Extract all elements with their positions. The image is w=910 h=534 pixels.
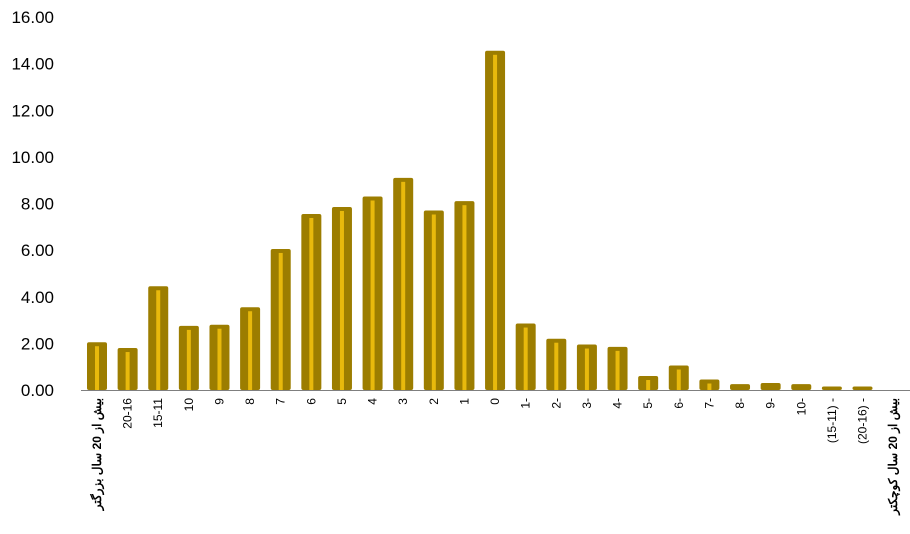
x-tick-label: بیش از 20 سال کوچکتر bbox=[886, 398, 901, 516]
bars bbox=[87, 50, 873, 390]
bar-inner bbox=[523, 327, 528, 390]
x-tick-label: 2- bbox=[549, 398, 563, 409]
y-tick-label: 14.00 bbox=[11, 55, 54, 74]
x-tick-label: 5- bbox=[641, 398, 655, 409]
bar bbox=[301, 213, 322, 390]
bar-inner bbox=[584, 348, 589, 390]
bar bbox=[148, 286, 169, 390]
bar bbox=[485, 50, 506, 390]
bar-inner bbox=[646, 380, 651, 390]
bar bbox=[607, 346, 628, 390]
bar-inner bbox=[401, 181, 406, 390]
bar-inner bbox=[707, 383, 712, 390]
x-tick-label: 9- bbox=[764, 398, 778, 409]
bar-outer bbox=[821, 386, 842, 390]
bar-inner bbox=[615, 350, 620, 390]
bar bbox=[117, 348, 138, 390]
bar-inner bbox=[431, 214, 436, 390]
bar bbox=[852, 386, 873, 390]
bar-outer bbox=[791, 384, 812, 390]
x-tick-label: 10 bbox=[182, 398, 196, 412]
bar-inner bbox=[156, 290, 161, 390]
x-tick-label: 9 bbox=[212, 398, 226, 405]
bar-inner bbox=[462, 205, 467, 390]
x-tick-label: 8- bbox=[733, 398, 747, 409]
x-tick-label: 4 bbox=[366, 398, 380, 405]
x-tick-label: 15-11 bbox=[151, 398, 165, 428]
bar-inner bbox=[554, 342, 559, 390]
bar bbox=[87, 342, 107, 390]
bar-inner bbox=[186, 329, 191, 390]
x-tick-label: 3 bbox=[396, 398, 410, 405]
bar-inner bbox=[278, 252, 283, 390]
bar bbox=[515, 323, 536, 390]
bar bbox=[668, 365, 689, 390]
x-tick-label: 20-16 bbox=[121, 398, 135, 429]
x-tick-label: 8 bbox=[243, 398, 257, 405]
x-tick-label: 7 bbox=[274, 398, 288, 405]
bar bbox=[821, 386, 842, 390]
y-axis-ticks: 0.00 2.00 4.00 6.00 8.00 10.00 12.00 14.00 16.00 bbox=[11, 8, 54, 400]
bar bbox=[362, 196, 383, 390]
y-tick-label: 6.00 bbox=[21, 241, 54, 260]
y-tick-label: 10.00 bbox=[11, 148, 54, 167]
x-tick-label: 5 bbox=[335, 398, 349, 405]
bar bbox=[791, 384, 812, 390]
bar-inner bbox=[339, 210, 344, 390]
bar bbox=[178, 325, 199, 390]
y-tick-label: 12.00 bbox=[11, 101, 54, 120]
bar bbox=[760, 383, 781, 390]
x-tick-label: 2 bbox=[427, 398, 441, 405]
x-tick-label: (15-11) - bbox=[825, 398, 839, 443]
x-tick-label: بیش از 20 سال بزرگتر bbox=[89, 398, 105, 511]
bar bbox=[423, 210, 444, 390]
x-tick-label: 6 bbox=[304, 398, 318, 405]
bar bbox=[331, 206, 352, 390]
bar-inner bbox=[309, 217, 314, 390]
y-tick-label: 4.00 bbox=[21, 288, 54, 307]
y-tick-label: 0.00 bbox=[21, 381, 54, 400]
y-tick-label: 8.00 bbox=[21, 195, 54, 214]
x-tick-label: 10- bbox=[794, 398, 808, 415]
bar bbox=[699, 379, 720, 390]
bar-outer bbox=[852, 386, 873, 390]
x-tick-label: 0 bbox=[488, 398, 502, 405]
y-tick-label: 16.00 bbox=[11, 8, 54, 27]
bar-inner bbox=[370, 200, 375, 390]
bar-inner bbox=[95, 346, 99, 390]
x-axis-ticks: بیش از 20 سال بزرگتر 20-16 15-11 10 9 8 7 6 5 4 3 2… bbox=[89, 398, 901, 516]
bar bbox=[270, 248, 291, 390]
bar bbox=[209, 324, 230, 390]
x-tick-label: 3- bbox=[580, 398, 594, 409]
bar-inner bbox=[217, 328, 222, 390]
bar bbox=[240, 307, 261, 390]
bar-outer bbox=[760, 383, 781, 390]
bar bbox=[393, 177, 414, 390]
bar bbox=[454, 201, 475, 390]
bar bbox=[638, 376, 659, 390]
x-tick-label: 1 bbox=[457, 398, 471, 405]
bar-inner bbox=[125, 352, 130, 390]
x-tick-label: 4- bbox=[611, 398, 625, 409]
bar bbox=[576, 344, 597, 390]
x-tick-label: (20-16) - bbox=[856, 398, 870, 444]
x-tick-label: 1- bbox=[519, 398, 533, 409]
bar-inner bbox=[493, 54, 498, 390]
x-tick-label: 6- bbox=[672, 398, 686, 409]
bar-inner bbox=[248, 311, 253, 390]
x-tick-label: 7- bbox=[702, 398, 716, 409]
bar bbox=[546, 338, 567, 390]
bar-inner bbox=[676, 369, 681, 390]
bar-outer bbox=[730, 384, 751, 390]
y-tick-label: 2.00 bbox=[21, 334, 54, 353]
bar bbox=[730, 384, 751, 390]
